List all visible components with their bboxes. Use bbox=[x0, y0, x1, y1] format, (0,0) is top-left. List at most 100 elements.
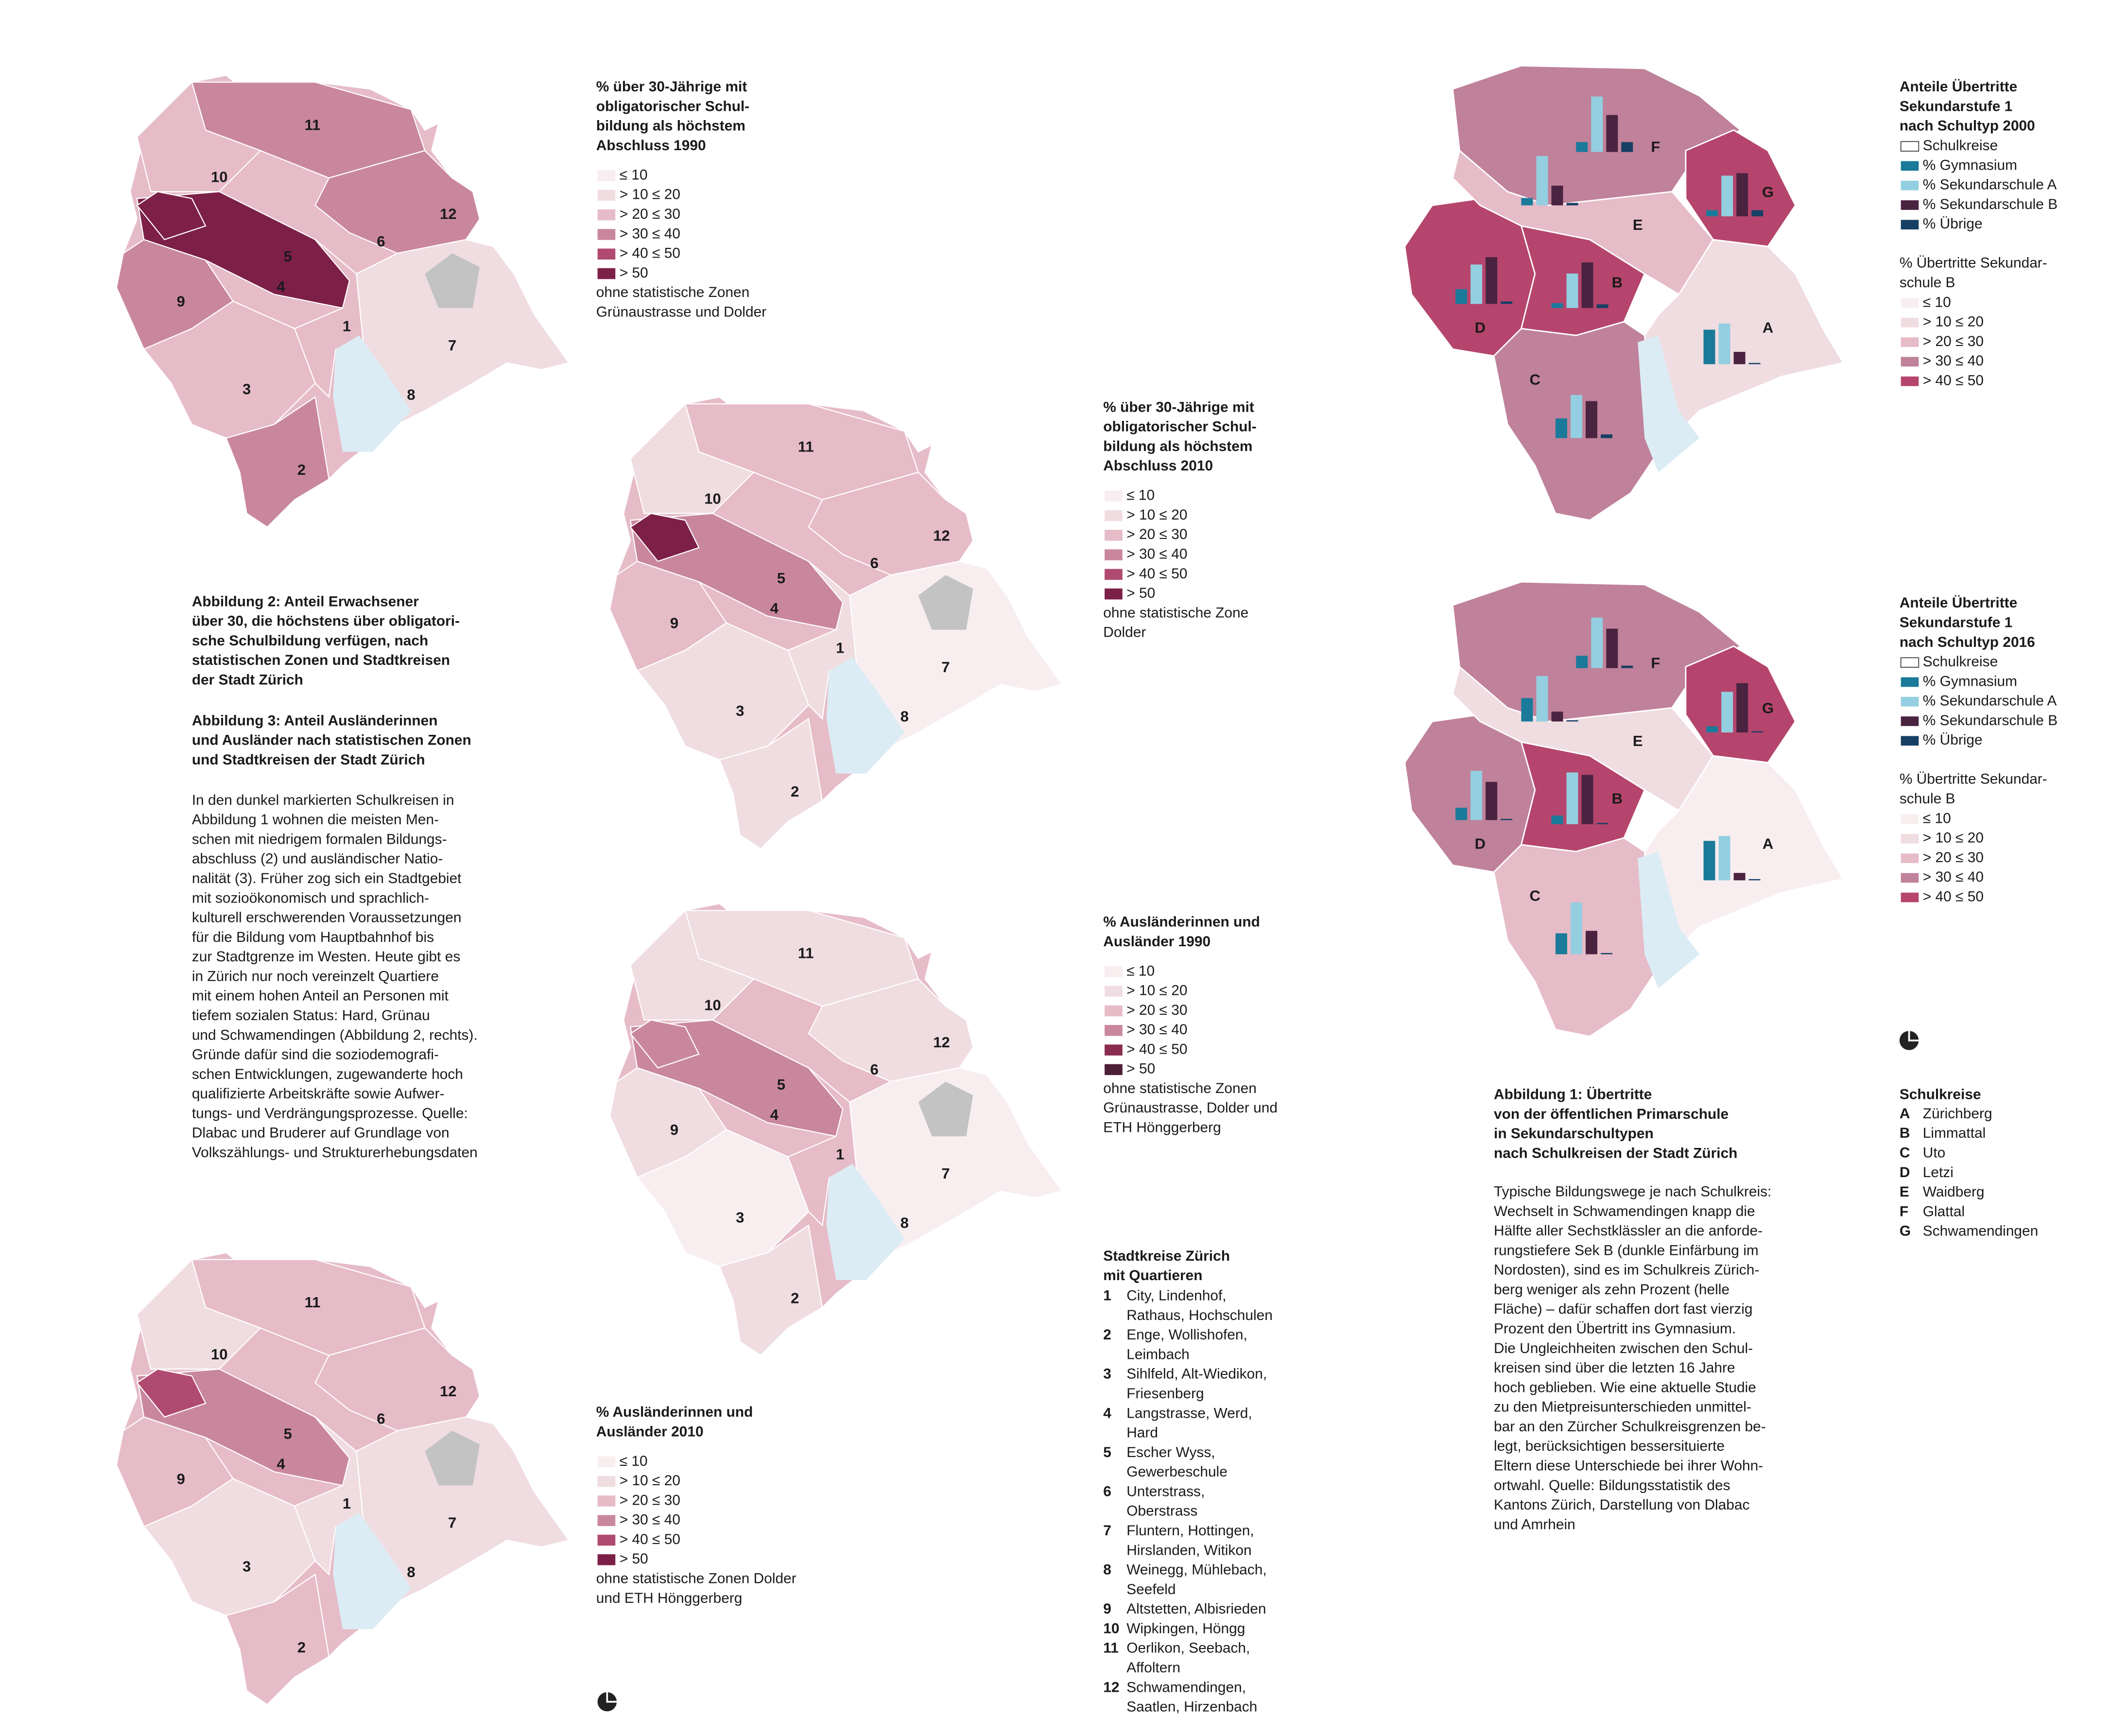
body-text: ortwahl. Quelle: Bildungsstatistik des bbox=[1494, 1477, 1730, 1493]
body-text: Gründe dafür sind die soziodemografi- bbox=[192, 1047, 439, 1063]
zone-area bbox=[636, 622, 810, 761]
district-number: 10 bbox=[704, 997, 721, 1014]
legend-title: Abschluss 1990 bbox=[596, 138, 706, 154]
bar bbox=[1591, 96, 1603, 152]
list-number: 4 bbox=[1103, 1405, 1111, 1421]
caption: statistischen Zonen und Stadtkreisen bbox=[192, 652, 450, 668]
body-text: tiefem sozialen Status: Hard, Grünau bbox=[192, 1007, 430, 1024]
bar bbox=[1748, 879, 1761, 881]
district-letter: A bbox=[1763, 319, 1773, 336]
legend-swatch bbox=[1901, 337, 1919, 347]
district-number: 10 bbox=[211, 168, 228, 185]
bar bbox=[1555, 418, 1567, 438]
legend-note: Dolder bbox=[1103, 625, 1146, 641]
district-number: 4 bbox=[770, 1106, 779, 1123]
legend-label: > 10 ≤ 20 bbox=[1126, 507, 1187, 523]
district-number: 9 bbox=[177, 1470, 185, 1487]
body-text: zu den Mietpreisunterschieden unmittel- bbox=[1494, 1399, 1751, 1415]
legend-label: > 30 ≤ 40 bbox=[1126, 546, 1187, 562]
legend-swatch-outline bbox=[1900, 141, 1919, 152]
legend-label: ≤ 10 bbox=[1126, 963, 1155, 979]
legend-label: > 40 ≤ 50 bbox=[1126, 566, 1187, 582]
list-text: Rathaus, Hochschulen bbox=[1126, 1307, 1273, 1323]
bar bbox=[1751, 731, 1764, 733]
legend-title: % über 30-Jährige mit bbox=[1103, 399, 1254, 415]
legend-label: % Übrige bbox=[1923, 732, 1983, 748]
legend-label: > 30 ≤ 40 bbox=[1126, 1022, 1187, 1038]
icon-cut bbox=[606, 1692, 617, 1703]
legend-label: ≤ 10 bbox=[620, 1453, 648, 1469]
list-text: Gewerbeschule bbox=[1126, 1464, 1228, 1480]
list-text: Hard bbox=[1126, 1425, 1158, 1441]
legend-swatch bbox=[597, 170, 616, 181]
zone-area bbox=[225, 1573, 330, 1705]
body-text: tungs- und Verdrängungsprozesse. Quelle: bbox=[192, 1105, 468, 1121]
bar bbox=[1486, 257, 1498, 304]
bar bbox=[1521, 198, 1533, 206]
list-text: Waidberg bbox=[1923, 1184, 1985, 1200]
legend-note: ETH Hönggerberg bbox=[1103, 1120, 1221, 1136]
caption: Abbildung 3: Anteil Ausländerinnen bbox=[192, 712, 438, 729]
zone-map: 11 10 12 6 5 4 9 1 7 3 8 2 bbox=[116, 74, 570, 528]
list-letter: B bbox=[1900, 1125, 1910, 1141]
legend-label: > 40 ≤ 50 bbox=[1126, 1041, 1187, 1057]
legend-swatch bbox=[1901, 200, 1919, 210]
caption: von der öffentlichen Primarschule bbox=[1494, 1106, 1729, 1122]
list-text: Wipkingen, Höngg bbox=[1126, 1620, 1245, 1636]
legend-swatch bbox=[1105, 569, 1123, 580]
bar bbox=[1470, 264, 1483, 304]
legend-swatch bbox=[1901, 357, 1919, 367]
bar bbox=[1581, 262, 1593, 308]
legend-title: nach Schultyp 2016 bbox=[1900, 634, 2035, 650]
caption: über 30, die höchstens über obligatori- bbox=[192, 613, 460, 629]
body-text: zur Stadtgrenze im Westen. Heute gibt es bbox=[192, 949, 460, 965]
district-letter: B bbox=[1612, 790, 1623, 807]
bar bbox=[1596, 304, 1608, 308]
zone-area bbox=[314, 150, 481, 254]
legend-swatch bbox=[1901, 696, 1919, 707]
body-text: und Amrhein bbox=[1494, 1516, 1575, 1532]
list-text: Unterstrass, bbox=[1126, 1483, 1205, 1499]
body-text: Die Ungleichheiten zwischen den Schul- bbox=[1494, 1340, 1753, 1356]
bar bbox=[1601, 953, 1613, 955]
legend-title: % über 30-Jährige mit bbox=[596, 79, 747, 95]
body-text: berg weniger als zehn Prozent (helle bbox=[1494, 1282, 1729, 1298]
bar bbox=[1570, 902, 1582, 955]
district-number: 12 bbox=[933, 1034, 950, 1051]
bar bbox=[1551, 303, 1563, 308]
bar bbox=[1501, 301, 1513, 304]
legend-label: > 10 ≤ 20 bbox=[620, 187, 680, 203]
zone-area bbox=[143, 300, 316, 439]
legend-title: bildung als höchstem bbox=[1103, 438, 1252, 454]
legend-title: Anteile Übertritte bbox=[1900, 595, 2017, 611]
list-letter: A bbox=[1900, 1106, 1910, 1122]
district-letter: C bbox=[1529, 371, 1540, 388]
legend-label: Schulkreise bbox=[1923, 138, 1998, 154]
legend-title: Abschluss 2010 bbox=[1103, 458, 1213, 474]
district-number: 4 bbox=[277, 1455, 286, 1472]
body-text: für die Bildung vom Hauptbahnhof bis bbox=[192, 929, 434, 945]
district-number: 8 bbox=[900, 1215, 909, 1232]
bar bbox=[1706, 726, 1718, 733]
district-letter: A bbox=[1763, 835, 1773, 852]
caption: Abbildung 2: Anteil Erwachsener bbox=[192, 593, 419, 609]
scale-title: % Übertritte Sekundar- bbox=[1900, 255, 2047, 271]
bar bbox=[1736, 683, 1748, 733]
district-number: 8 bbox=[407, 1563, 415, 1580]
legend-swatch bbox=[1901, 814, 1919, 824]
list-number: 6 bbox=[1103, 1483, 1111, 1499]
district-letter: F bbox=[1651, 654, 1660, 671]
district-number: 2 bbox=[791, 1290, 799, 1307]
legend-note: Grünaustrasse, Dolder und bbox=[1103, 1100, 1278, 1116]
district-number: 6 bbox=[377, 233, 385, 250]
legend-label: > 20 ≤ 30 bbox=[620, 1492, 680, 1508]
lake bbox=[333, 1512, 412, 1630]
legend-swatch-outline bbox=[1900, 657, 1919, 668]
body-text: Typische Bildungswege je nach Schulkreis… bbox=[1494, 1184, 1771, 1200]
bar bbox=[1486, 781, 1498, 820]
zone-area bbox=[136, 81, 261, 192]
district-number: 7 bbox=[941, 1165, 950, 1182]
bar bbox=[1566, 720, 1578, 722]
bar bbox=[1551, 712, 1563, 722]
lake bbox=[1638, 851, 1700, 989]
